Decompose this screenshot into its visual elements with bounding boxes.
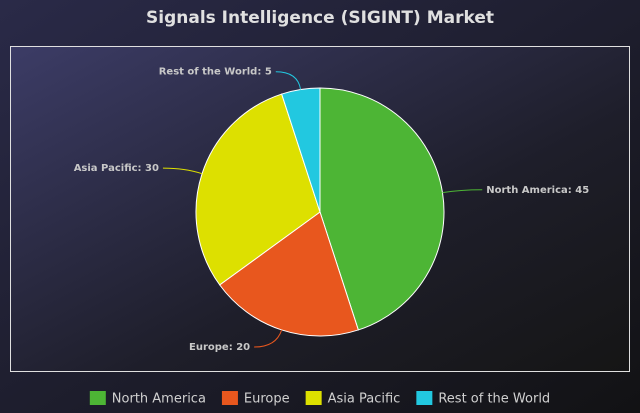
pie-slice	[195, 93, 321, 286]
legend-swatch	[89, 391, 106, 405]
pie-slice	[218, 211, 359, 337]
pie-slice	[319, 87, 445, 331]
legend-label: Rest of the World	[438, 392, 550, 407]
data-label: North America: 45	[486, 185, 589, 196]
legend-swatch	[221, 391, 238, 405]
data-label: Rest of the World: 5	[159, 67, 272, 78]
leader-line	[254, 329, 283, 348]
leader-line	[442, 189, 483, 194]
leader-line	[275, 71, 302, 90]
pie-slice	[281, 87, 321, 213]
legend-swatch	[305, 391, 322, 405]
chart-title: Signals Intelligence (SIGINT) Market	[146, 8, 494, 28]
legend-swatch	[416, 391, 433, 405]
legend-label: Asia Pacific	[328, 392, 401, 407]
data-label: Asia Pacific: 30	[74, 163, 159, 174]
leader-line	[162, 167, 203, 175]
legend-label: Europe	[244, 392, 290, 407]
legend-label: North America	[112, 392, 206, 407]
data-label: Europe: 20	[189, 342, 250, 353]
